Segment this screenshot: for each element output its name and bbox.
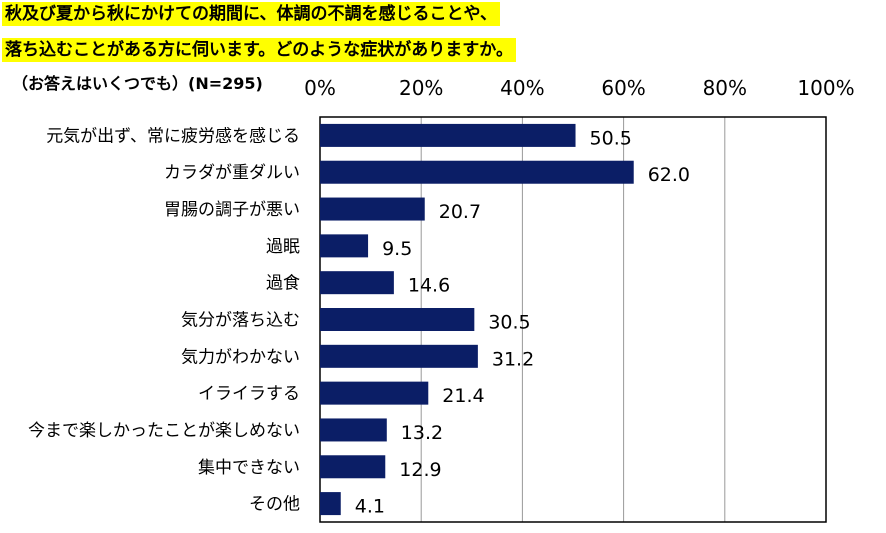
bar	[320, 160, 634, 184]
value-label: 4.1	[355, 496, 385, 518]
x-tick-label: 40%	[500, 76, 544, 100]
value-label: 20.7	[439, 201, 481, 223]
bar	[320, 308, 475, 331]
bar	[320, 492, 341, 516]
question-line-1: 秋及び夏から秋にかけての期間に、体調の不調を感じることや、	[2, 2, 500, 26]
category-label: イライラする	[198, 384, 300, 404]
value-label: 50.5	[590, 127, 632, 149]
category-label: 過食	[266, 274, 300, 294]
bar	[320, 344, 478, 368]
bar	[320, 418, 387, 442]
bar	[320, 123, 576, 147]
category-label: 胃腸の調子が悪い	[164, 200, 300, 220]
category-label: 過眠	[266, 237, 300, 257]
value-label: 12.9	[399, 459, 441, 481]
value-label: 13.2	[401, 422, 443, 444]
category-label: 気分が落ち込む	[181, 311, 300, 331]
bar	[320, 234, 369, 258]
category-label: 集中できない	[198, 458, 300, 478]
bar	[320, 271, 394, 295]
value-label: 21.4	[442, 385, 484, 407]
x-tick-label: 80%	[703, 76, 747, 100]
x-tick-label: 0%	[304, 76, 336, 100]
value-label: 31.2	[492, 348, 534, 370]
question-line-2: 落ち込むことがある方に伺います。どのような症状がありますか。	[2, 38, 516, 62]
category-label: カラダが重ダルい	[164, 163, 300, 183]
category-label: 気力がわかない	[181, 347, 300, 367]
x-tick-label: 100%	[797, 76, 854, 100]
value-label: 30.5	[488, 312, 530, 334]
x-tick-label: 60%	[601, 76, 645, 100]
value-label: 62.0	[648, 164, 690, 186]
bar	[320, 455, 386, 479]
category-label: 元気が出ず、常に疲労感を感じる	[46, 126, 300, 146]
value-label: 14.6	[408, 275, 450, 297]
sample-note: （お答えはいくつでも）(N=295)	[12, 74, 263, 93]
category-label: その他	[249, 495, 300, 515]
bar	[320, 197, 425, 221]
x-tick-label: 20%	[399, 76, 443, 100]
value-label: 9.5	[382, 238, 412, 260]
bar	[320, 381, 429, 405]
category-label: 今まで楽しかったことが楽しめない	[28, 421, 300, 441]
